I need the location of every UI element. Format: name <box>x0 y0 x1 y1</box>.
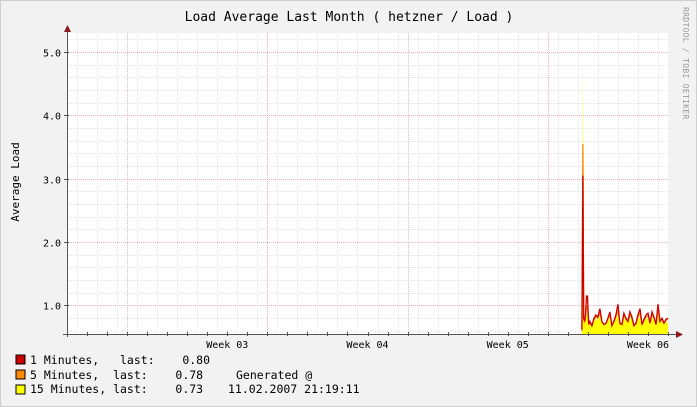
chart-title: Load Average Last Month ( hetzner / Load… <box>185 10 514 25</box>
y-axis-label: Average Load <box>9 142 22 221</box>
y-tick-label: 4.0 <box>43 112 61 123</box>
legend: 1 Minutes, last: 0.80 5 Minutes, last: 0… <box>15 353 360 396</box>
x-tick-label: Week 06 <box>627 340 669 351</box>
y-tick-label: 1.0 <box>43 302 61 313</box>
generated-label: Generated @ <box>236 368 312 382</box>
legend-swatch-1min <box>15 354 26 365</box>
legend-label-1min: 1 Minutes, last: 0.80 <box>30 353 210 367</box>
legend-item-5min: 5 Minutes, last: 0.78 <box>15 368 203 382</box>
legend-label-15min: 15 Minutes, last: 0.73 <box>30 382 203 396</box>
legend-item-1min: 1 Minutes, last: 0.80 <box>15 353 210 367</box>
rrdtool-credit: RRDTOOL / TOBI OETIKER <box>681 7 690 120</box>
legend-label-5min: 5 Minutes, last: 0.78 <box>30 368 203 382</box>
x-tick-label: Week 03 <box>206 340 248 351</box>
grid <box>67 33 668 334</box>
legend-item-15min: 15 Minutes, last: 0.73 <box>15 382 203 396</box>
y-axis-arrow <box>64 25 71 32</box>
y-tick-label: 3.0 <box>43 176 61 187</box>
tick-labels: 1.0 2.0 3.0 4.0 5.0 Week 03 Week 04 Week 05 Week… <box>43 49 669 352</box>
x-axis-arrow <box>676 331 683 338</box>
y-tick-label: 2.0 <box>43 239 61 250</box>
series-layer <box>581 61 669 334</box>
plot-canvas <box>67 33 668 334</box>
series-line-1min <box>581 175 669 330</box>
x-tick-label: Week 04 <box>346 340 388 351</box>
generated-timestamp: 11.02.2007 21:19:11 <box>228 382 360 396</box>
x-tick-label: Week 05 <box>487 340 529 351</box>
axes <box>63 25 683 338</box>
y-tick-label: 5.0 <box>43 49 61 60</box>
legend-swatch-5min <box>15 369 26 380</box>
legend-swatch-15min <box>15 384 26 395</box>
